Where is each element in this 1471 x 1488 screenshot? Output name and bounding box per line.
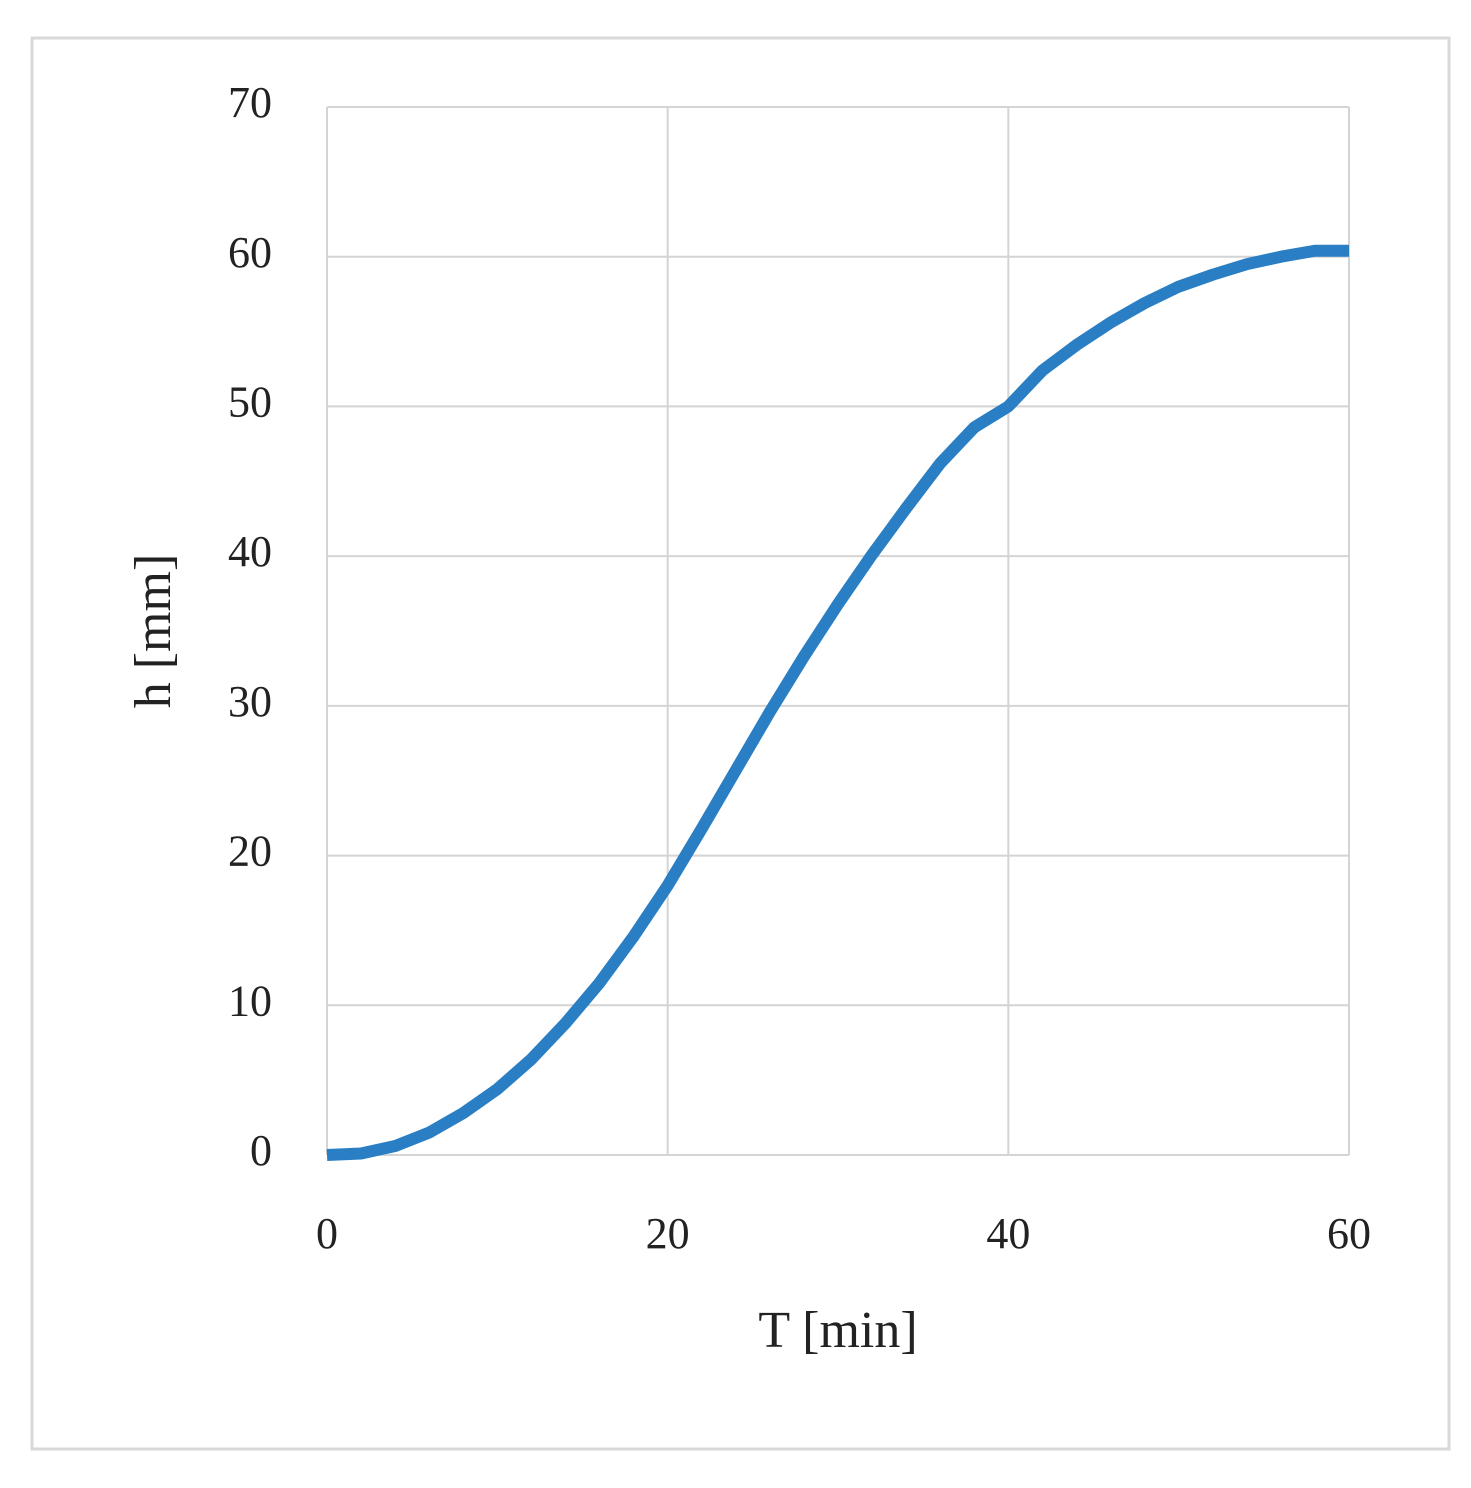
x-axis-label: T [min]: [758, 1302, 917, 1359]
y-tick-label: 60: [228, 228, 272, 277]
y-tick-label: 10: [228, 976, 272, 1025]
x-tick-label: 0: [316, 1209, 338, 1258]
y-tick-label: 40: [228, 527, 272, 576]
y-tick-label: 30: [228, 677, 272, 726]
x-tick-label: 60: [1327, 1209, 1371, 1258]
x-tick-label: 40: [986, 1209, 1030, 1258]
y-tick-label: 0: [250, 1126, 272, 1175]
y-tick-label: 70: [228, 78, 272, 127]
y-axis-label: h [mm]: [125, 554, 182, 709]
x-tick-label: 20: [646, 1209, 690, 1258]
y-tick-label: 50: [228, 378, 272, 427]
data-line: [326, 244, 1349, 1161]
y-tick-label: 20: [228, 827, 272, 876]
